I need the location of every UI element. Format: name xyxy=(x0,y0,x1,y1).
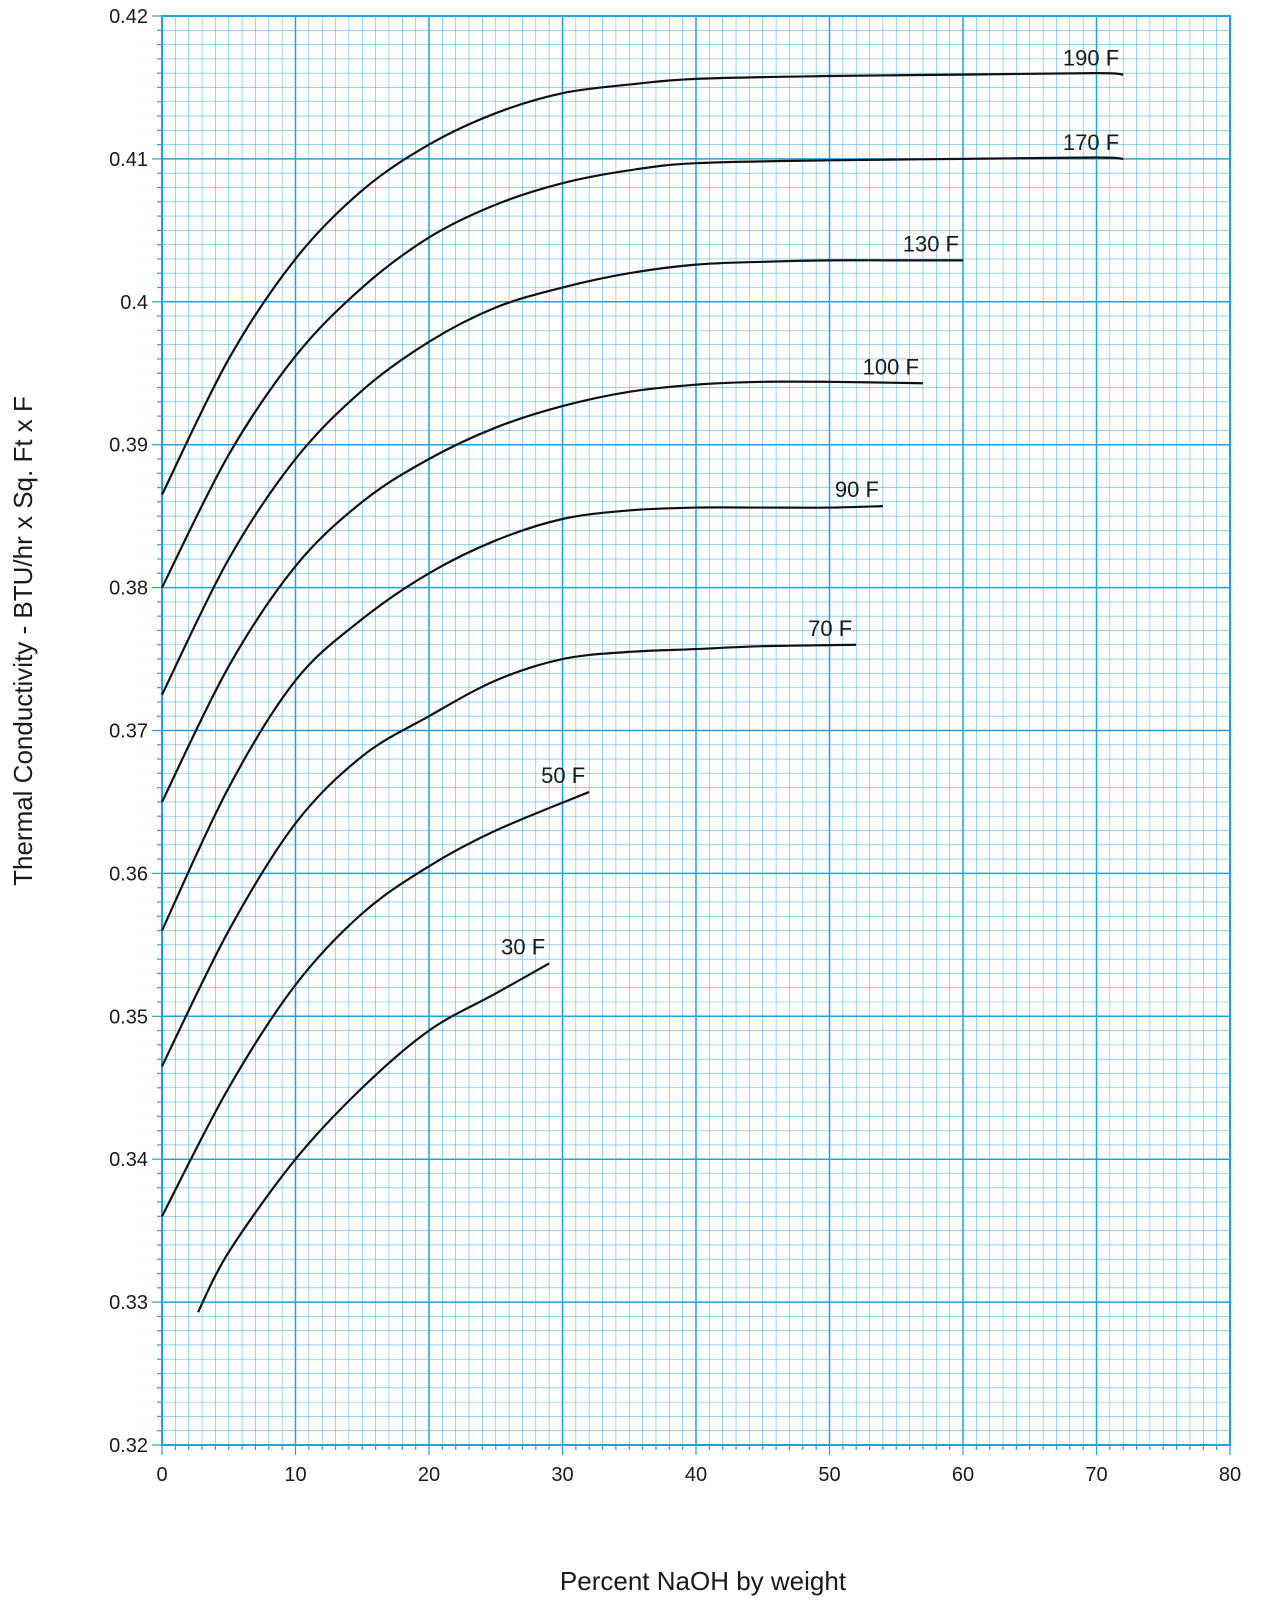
x-tick-label: 70 xyxy=(1085,1464,1107,1486)
series-line xyxy=(161,505,883,932)
y-tick-label: 0.34 xyxy=(109,1149,148,1171)
x-tick-label: 20 xyxy=(418,1464,440,1486)
x-tick-label: 10 xyxy=(284,1464,306,1486)
x-tick-label: 80 xyxy=(1219,1464,1241,1486)
x-tick-label: 50 xyxy=(818,1464,840,1486)
y-tick-label: 0.33 xyxy=(109,1292,148,1314)
y-tick-label: 0.36 xyxy=(109,863,148,885)
series-label: 70 F xyxy=(808,616,852,641)
series-line xyxy=(161,790,590,1217)
series-label: 90 F xyxy=(835,477,879,502)
x-tick-labels: 0 10 20 30 40 50 60 70 80 xyxy=(156,1464,1241,1486)
y-tick-label: 0.39 xyxy=(109,435,148,457)
y-axis-title: Thermal Conductivity - BTU/hr x Sq. Ft x… xyxy=(8,396,38,886)
axis-ticks xyxy=(152,15,1231,1455)
x-tick-label: 60 xyxy=(952,1464,974,1486)
series-label: 190 F xyxy=(1063,46,1119,71)
series-label: 50 F xyxy=(541,763,585,788)
series-label: 170 F xyxy=(1063,130,1119,155)
series-labels: 190 F 170 F 130 F 100 F 90 F 70 F 50 F 30 F xyxy=(501,46,1119,960)
y-tick-label: 0.38 xyxy=(109,578,148,600)
x-tick-label: 30 xyxy=(551,1464,573,1486)
x-tick-label: 40 xyxy=(685,1464,707,1486)
series-label: 130 F xyxy=(903,231,959,256)
series-label: 30 F xyxy=(501,934,545,959)
series-line xyxy=(161,156,1124,589)
series-line xyxy=(161,72,1124,496)
y-tick-label: 0.37 xyxy=(109,721,148,743)
y-tick-labels: 0.32 0.33 0.34 0.35 0.36 0.37 0.38 0.39 0.4 0.41 0… xyxy=(109,6,148,1457)
series-line xyxy=(197,962,550,1313)
series-line xyxy=(161,259,963,696)
y-tick-label: 0.41 xyxy=(109,149,148,171)
series-label: 100 F xyxy=(863,354,919,379)
series-line xyxy=(161,643,857,1067)
y-tick-label: 0.32 xyxy=(109,1435,148,1457)
y-tick-label: 0.35 xyxy=(109,1006,148,1028)
y-tick-label: 0.4 xyxy=(120,292,148,314)
series-lines xyxy=(161,72,1124,1313)
x-axis-title: Percent NaOH by weight xyxy=(560,1566,847,1596)
x-tick-label: 0 xyxy=(156,1464,167,1486)
series-line xyxy=(161,380,923,803)
y-tick-label: 0.42 xyxy=(109,6,148,28)
